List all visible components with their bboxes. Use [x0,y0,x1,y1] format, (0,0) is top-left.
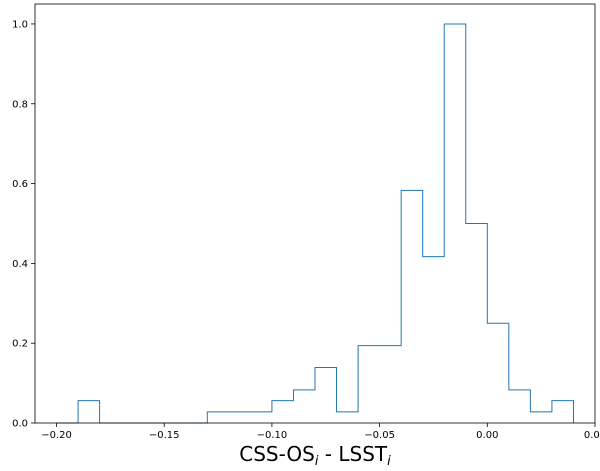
y-tick-label: 1.0 [12,19,28,30]
plot-frame [34,3,596,424]
x-tick-label: 0.00 [476,430,498,441]
y-tick-label: 0.4 [12,259,28,270]
y-tick-label: 0.2 [12,339,28,350]
x-tick-label: 0.05 [584,430,600,441]
x-axis-ticks: −0.20 −0.15 −0.10 −0.05 0.00 0.05 [41,423,600,441]
x-tick-label: −0.10 [257,430,288,441]
y-tick-label: 0.8 [12,99,28,110]
y-tick-label: 0.0 [12,419,28,430]
y-tick-label: 0.6 [12,179,28,190]
x-axis-title: CSS-OSi - LSSTi [239,442,391,469]
y-axis-ticks: 0.0 0.2 0.4 0.6 0.8 1.0 [12,19,35,430]
x-tick-label: −0.20 [41,430,72,441]
x-tick-label: −0.05 [364,430,395,441]
x-tick-label: −0.15 [149,430,180,441]
plot-background [35,4,595,423]
